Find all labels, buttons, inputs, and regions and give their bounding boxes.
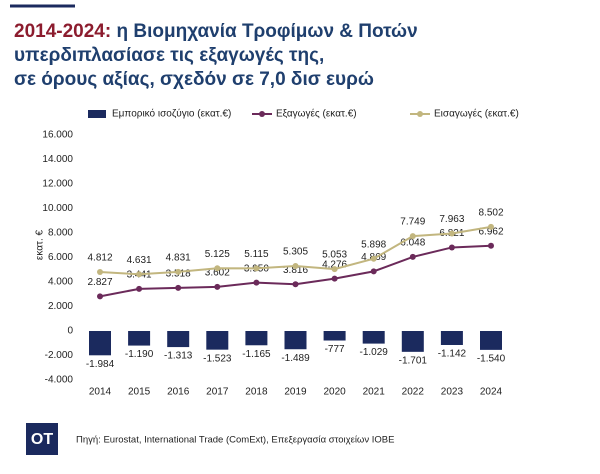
y-tick-label: -4.000 (45, 375, 74, 386)
data-label: -777 (325, 344, 345, 355)
legend-label: Εξαγωγές (εκατ.€) (276, 108, 357, 120)
x-tick-label: 2020 (323, 387, 346, 398)
point (292, 281, 299, 288)
logo-box (26, 423, 58, 455)
point (97, 269, 103, 276)
data-label: -1.540 (477, 354, 506, 365)
y-tick-label: 4.000 (48, 277, 73, 288)
title-line: υπερδιπλασίασε τις εξαγωγές της, (14, 45, 324, 66)
y-tick-label: 14.000 (42, 154, 73, 165)
point (370, 255, 377, 262)
point (253, 279, 260, 286)
point (175, 268, 182, 275)
x-tick-label: 2021 (363, 387, 386, 398)
x-tick-label: 2016 (167, 387, 190, 398)
x-tick-label: 2024 (480, 387, 503, 398)
point (448, 244, 455, 251)
point (292, 263, 299, 270)
data-label: -1.029 (360, 347, 389, 358)
data-label: 6.048 (400, 238, 425, 249)
bar (89, 331, 111, 356)
bar (323, 331, 346, 341)
x-tick-label: 2023 (441, 387, 464, 398)
point (253, 265, 260, 272)
data-label: 7.749 (400, 217, 425, 228)
point (214, 283, 221, 290)
data-label: 4.276 (322, 259, 347, 270)
data-label: -1.984 (86, 359, 115, 370)
x-tick-label: 2018 (245, 387, 268, 398)
data-label: 5.115 (244, 249, 269, 260)
data-label: 5.898 (361, 239, 386, 250)
y-tick-label: 8.000 (48, 228, 73, 239)
logo: OT (31, 431, 53, 448)
point (214, 265, 221, 272)
bar (206, 331, 229, 350)
data-label: 3.602 (205, 268, 230, 279)
point (175, 284, 182, 291)
bar (440, 331, 463, 345)
x-tick-label: 2014 (89, 387, 112, 398)
data-label: -1.701 (399, 355, 428, 366)
x-tick-label: 2019 (284, 387, 307, 398)
point (331, 275, 338, 282)
y-tick-label: 10.000 (42, 203, 73, 214)
data-label: 3.816 (283, 265, 308, 276)
point (488, 223, 494, 230)
legend-swatch (417, 111, 423, 117)
data-label: 7.963 (439, 214, 464, 225)
bar (128, 331, 151, 346)
data-label: -1.165 (242, 349, 271, 360)
data-label: 4.812 (87, 253, 112, 264)
point (409, 253, 416, 260)
data-label: 2.827 (87, 277, 112, 288)
title-line: η Βιομηχανία Τροφίμων & Ποτών (116, 21, 417, 42)
title-highlight: 2014-2024: (14, 21, 111, 42)
data-label: -1.142 (438, 349, 467, 360)
point (488, 242, 494, 249)
data-label: 8.502 (478, 207, 503, 218)
data-label: 4.631 (127, 255, 152, 266)
legend-swatch (259, 111, 265, 117)
point (97, 293, 103, 300)
bar (362, 331, 385, 344)
data-label: 4.831 (166, 252, 191, 263)
x-tick-label: 2015 (128, 387, 151, 398)
y-tick-label: 2.000 (48, 301, 73, 312)
point (409, 233, 416, 240)
point (370, 268, 377, 275)
y-tick-label: 16.000 (42, 130, 73, 141)
x-tick-label: 2017 (206, 387, 229, 398)
legend-label: Εμπορικό ισοζύγιο (εκατ.€) (112, 108, 231, 120)
data-label: -1.523 (203, 353, 232, 364)
point (448, 230, 455, 237)
legend-swatch (88, 110, 106, 118)
point (331, 266, 338, 273)
y-tick-label: 0 (67, 326, 73, 337)
chart-title: 2014-2024: η Βιομηχανία Τροφίμων & Ποτών (14, 21, 418, 42)
point (136, 271, 143, 278)
title-line: σε όρους αξίας, σχεδόν σε 7,0 δισ ευρώ (14, 69, 374, 90)
data-label: 5.053 (322, 250, 347, 261)
bar (167, 331, 190, 348)
data-label: -1.190 (125, 349, 154, 360)
source: Πηγή: Eurostat, International Trade (Com… (76, 435, 394, 446)
y-tick-label: 6.000 (48, 252, 73, 263)
legend-label: Εισαγωγές (εκατ.€) (434, 108, 519, 120)
x-tick-label: 2022 (402, 387, 425, 398)
data-label: 5.125 (205, 249, 230, 260)
data-label: 6.962 (478, 226, 503, 237)
y-axis-label: εκατ. € (35, 229, 46, 260)
bar (480, 331, 502, 350)
point (136, 285, 143, 292)
bar (245, 331, 268, 346)
data-label: -1.489 (281, 353, 310, 364)
bar (284, 331, 307, 350)
y-tick-label: -2.000 (45, 350, 74, 361)
y-tick-label: 12.000 (42, 179, 73, 190)
data-label: -1.313 (164, 351, 193, 362)
data-label: 5.305 (283, 247, 308, 258)
bar (401, 331, 424, 352)
